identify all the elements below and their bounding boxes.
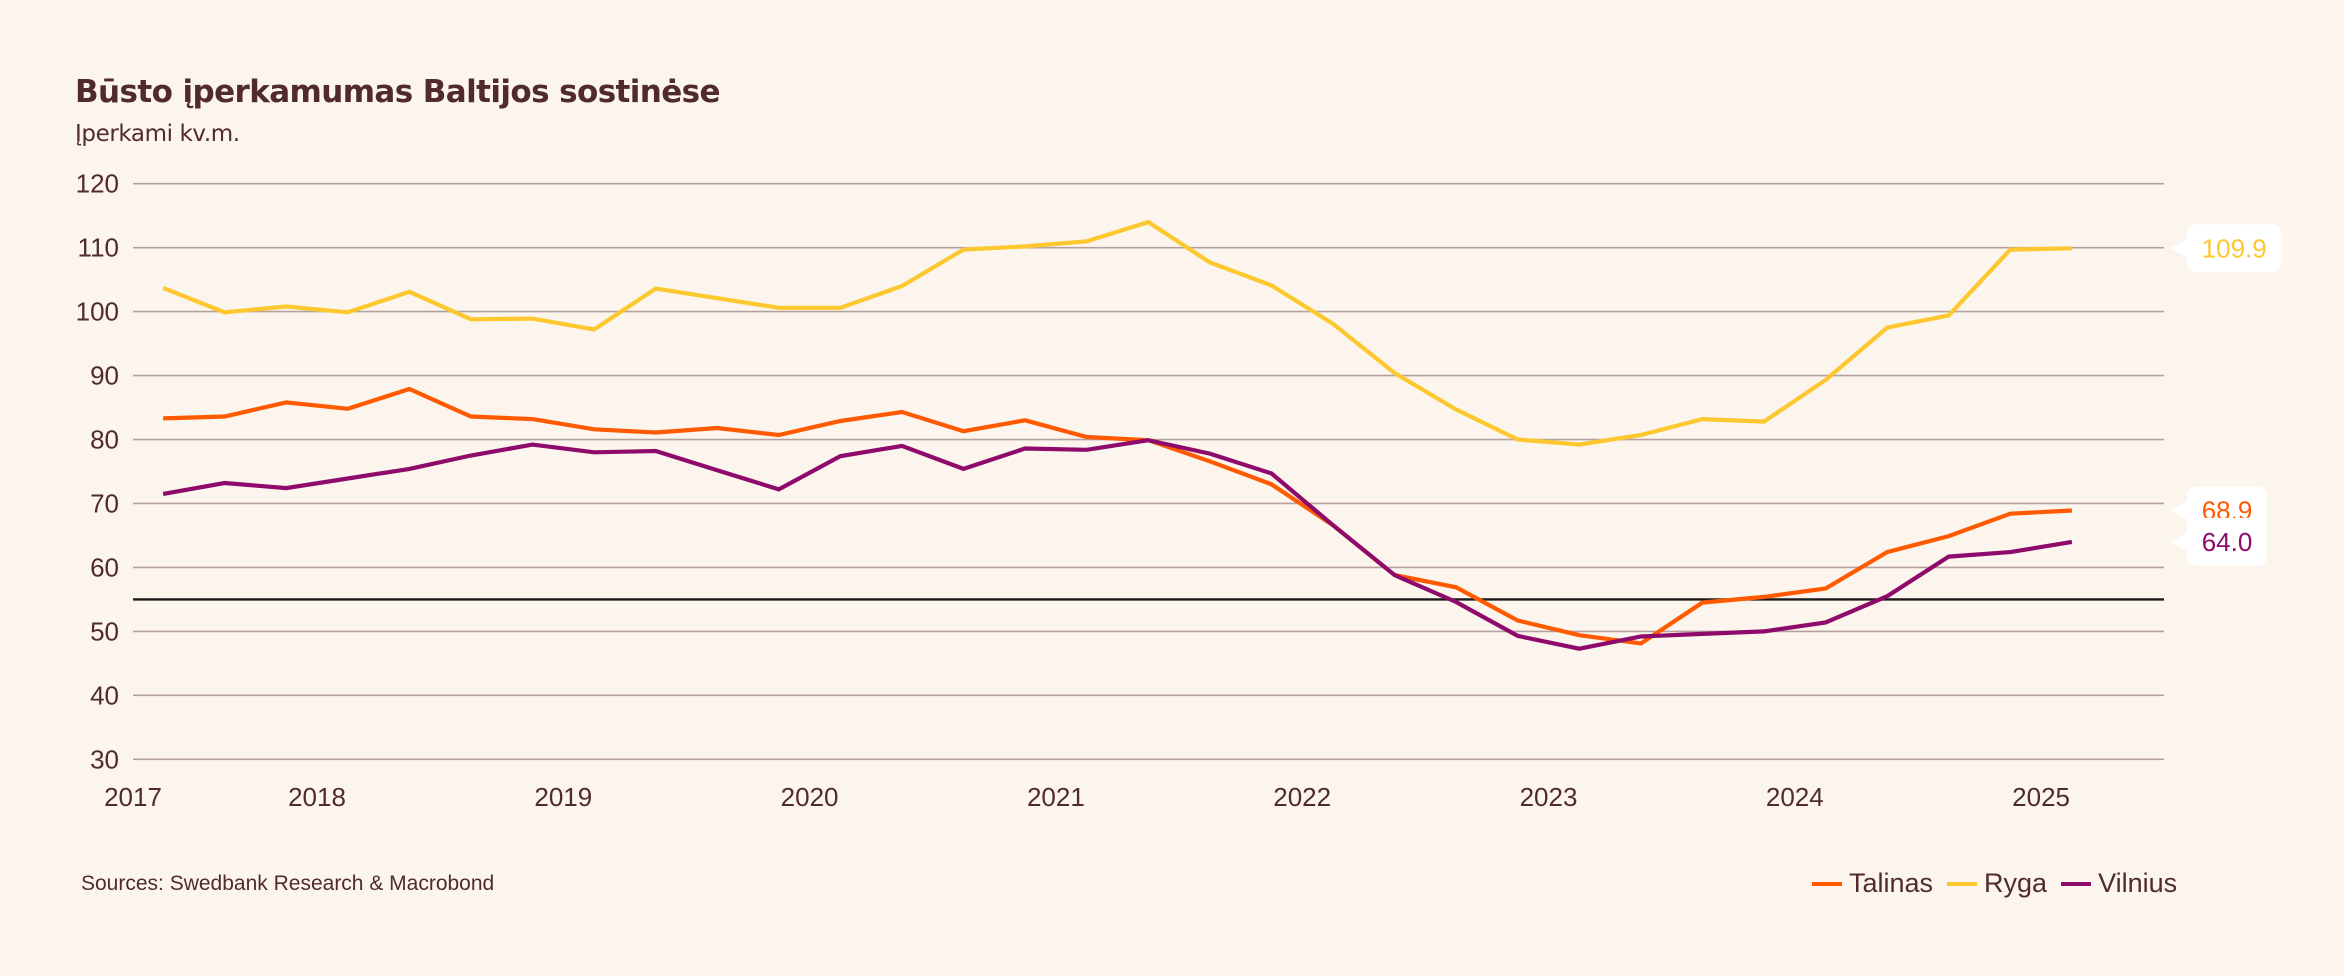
- x-tick-label: 2017: [104, 782, 162, 812]
- x-tick-label: 2022: [1273, 782, 1331, 812]
- series-lines: [162, 219, 2073, 651]
- legend-label: Ryga: [1984, 868, 2048, 898]
- y-tick-label: 60: [90, 552, 119, 582]
- legend-swatch: [1947, 881, 1978, 886]
- y-tick-label: 120: [76, 169, 119, 199]
- x-tick-label: 2023: [1520, 782, 1578, 812]
- chart-subtitle: Įperkami kv.m.: [75, 121, 240, 147]
- source-note: Sources: Swedbank Research & Macrobond: [81, 872, 495, 895]
- series-line-talinas: [163, 386, 2073, 646]
- callout-value: 64.0: [2202, 527, 2253, 557]
- callout-ryga: 109.9: [2170, 224, 2282, 273]
- series-line-vilnius: [162, 438, 2073, 651]
- x-tick-label: 2018: [288, 782, 346, 812]
- callout-vilnius: 64.0: [2170, 517, 2267, 566]
- legend-swatch: [2061, 881, 2092, 886]
- callout-box: [2187, 224, 2282, 273]
- legend: Talinas Ryga Vilnius: [1812, 868, 2191, 899]
- legend-swatch: [1812, 881, 1842, 886]
- series-line-ryga: [162, 219, 2072, 447]
- x-tick-label: 2025: [2012, 782, 2070, 812]
- callout-pointer: [2170, 500, 2189, 521]
- x-tick-label: 2019: [534, 782, 592, 812]
- x-axis-ticks: 2017 2018 2019 2020 2021 2022 2023 2024 2025: [104, 782, 2070, 812]
- y-tick-label: 40: [90, 680, 119, 710]
- callout-box: [2187, 517, 2267, 566]
- callout-value: 109.9: [2202, 233, 2267, 263]
- legend-item-talinas: Talinas: [1812, 868, 1933, 899]
- y-tick-label: 110: [78, 233, 119, 263]
- gridlines: [133, 182, 2164, 761]
- legend-label: Talinas: [1849, 868, 1934, 898]
- y-tick-label: 90: [90, 361, 119, 391]
- x-tick-label: 2024: [1766, 782, 1824, 812]
- legend-item-vilnius: Vilnius: [2061, 868, 2177, 899]
- callout-pointer: [2170, 238, 2189, 259]
- callout-pointer: [2170, 531, 2189, 552]
- legend-label: Vilnius: [2098, 868, 2178, 898]
- y-tick-label: 80: [90, 425, 119, 455]
- y-axis-ticks: 30 40 50 60 70 80 90 100 110 120: [76, 169, 119, 775]
- x-tick-label: 2020: [781, 782, 839, 812]
- y-tick-label: 50: [90, 616, 119, 646]
- chart-title: Būsto įperkamumas Baltijos sostinėse: [75, 74, 721, 110]
- x-tick-label: 2021: [1027, 782, 1085, 812]
- legend-item-ryga: Ryga: [1947, 868, 2047, 899]
- y-tick-label: 70: [90, 488, 119, 518]
- y-tick-label: 100: [76, 297, 119, 327]
- y-tick-label: 30: [90, 744, 119, 774]
